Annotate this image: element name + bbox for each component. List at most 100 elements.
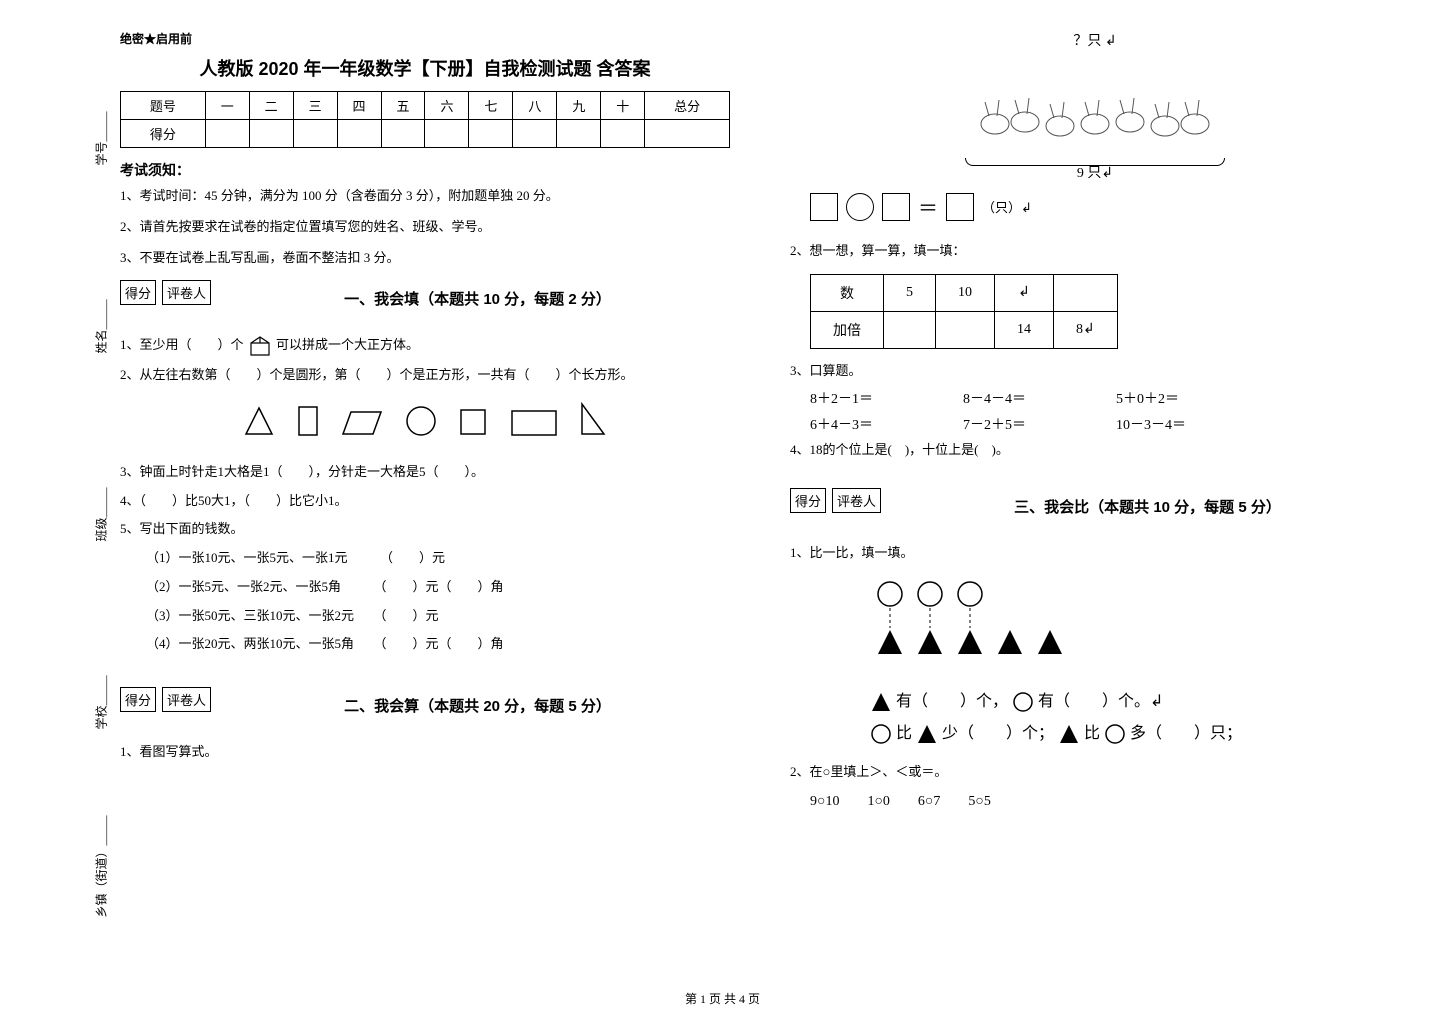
page-content: 绝密★启用前 人教版 2020 年一年级数学【下册】自我检测试题 含答案 题号 … <box>120 30 1420 970</box>
compare-shapes-icon <box>870 574 1130 674</box>
square-icon <box>457 406 489 438</box>
triangle-icon <box>242 404 276 438</box>
blank-square-icon[interactable] <box>882 193 910 221</box>
s2-q1-equation: ＝ （只）↲ <box>810 192 1400 221</box>
cell: 十 <box>601 92 645 120</box>
s1-q2: 2、从左往右数第（ ）个是圆形，第（ ）个是正方形，一共有（ ）个长方形。 <box>120 363 730 388</box>
s3-line2-d: 多（ ）只； <box>1130 725 1242 742</box>
circle-outline-icon <box>870 723 892 745</box>
cube-icon <box>247 333 273 359</box>
cell[interactable] <box>936 311 995 348</box>
rect-tall-icon <box>296 404 320 438</box>
cell: 一 <box>205 92 249 120</box>
calc: 8＋2－1＝ <box>810 387 873 412</box>
cell: 四 <box>337 92 381 120</box>
s2-q1: 1、看图写算式。 <box>120 740 730 765</box>
cell: 总分 <box>645 92 730 120</box>
cell[interactable] <box>249 120 293 148</box>
notice-3: 3、不要在试卷上乱写乱画，卷面不整洁扣 3 分。 <box>120 248 730 269</box>
calc: 5＋0＋2＝ <box>1116 387 1179 412</box>
rabbits-illustration-icon <box>965 54 1225 154</box>
notice-1: 1、考试时间：45 分钟，满分为 100 分（含卷面分 3 分），附加题单独 2… <box>120 186 730 207</box>
compare-shapes <box>870 574 1400 678</box>
circle-outline-icon <box>1012 691 1034 713</box>
cell[interactable] <box>425 120 469 148</box>
binding-label: 姓名_____ <box>93 251 110 353</box>
cell: 14 <box>995 311 1054 348</box>
binding-label: 学号_____ <box>93 63 110 165</box>
s3-line2: 比 少（ ）个； 比 多（ ）只； <box>790 718 1400 750</box>
s3-q2: 2、在○里填上＞、＜或＝。 <box>790 760 1400 785</box>
section1-header: 得分 评卷人 一、我会填（本题共 10 分，每题 2 分） <box>120 280 730 321</box>
cell[interactable] <box>337 120 381 148</box>
cell[interactable] <box>557 120 601 148</box>
cell[interactable] <box>381 120 425 148</box>
page-footer: 第 1 页 共 4 页 <box>0 990 1445 1007</box>
binding-label: 学校_____ <box>93 627 110 729</box>
section3-title: 三、我会比（本题共 10 分，每题 5 分） <box>1014 496 1281 517</box>
s3-line1-b: 有（ ）个。↲ <box>1038 693 1163 710</box>
s1-q5-4: （4）一张20元、两张10元、一张5角 （ ）元（ ）角 <box>120 632 730 657</box>
s2-q3: 3、口算题。 <box>790 359 1400 384</box>
cell[interactable] <box>1054 274 1118 311</box>
cell[interactable] <box>884 311 936 348</box>
triangle-fill-icon <box>1058 723 1080 745</box>
cell[interactable] <box>645 120 730 148</box>
s2-q2: 2、想一想，算一算，填一填： <box>790 239 1400 264</box>
rect-wide-icon <box>509 408 559 438</box>
cell[interactable] <box>469 120 513 148</box>
grade-box-score: 得分 <box>120 280 156 305</box>
triangle-fill-icon <box>916 723 938 745</box>
s2-q1-brace: 9 只↲ <box>790 162 1400 182</box>
section1-title: 一、我会填（本题共 10 分，每题 2 分） <box>344 288 611 309</box>
calc-row-1: 8＋2－1＝ 8－4－4＝ 5＋0＋2＝ <box>790 387 1400 412</box>
s3-line2-a: 比 <box>896 725 912 742</box>
confidential-label: 绝密★启用前 <box>120 30 730 47</box>
s1-q5-2: （2）一张5元、一张2元、一张5角 （ ）元（ ）角 <box>120 575 730 600</box>
cell: 三 <box>293 92 337 120</box>
s3-q1: 1、比一比，填一填。 <box>790 541 1400 566</box>
s1-q4: 4、（ ）比50大1，（ ）比它小1。 <box>120 489 730 514</box>
grade-box-marker: 评卷人 <box>832 488 881 513</box>
equals-sign: ＝ <box>918 192 938 221</box>
section2-header: 得分 评卷人 二、我会算（本题共 20 分，每题 5 分） <box>120 687 730 728</box>
grade-box-marker: 评卷人 <box>162 280 211 305</box>
shapes-row <box>120 400 730 442</box>
blank-circle-icon[interactable] <box>846 193 874 221</box>
s3-line2-c: 比 <box>1084 725 1100 742</box>
binding-label: 乡镇（街道）_____ <box>93 815 110 917</box>
cell: 七 <box>469 92 513 120</box>
cell: 二 <box>249 92 293 120</box>
blank-square-icon[interactable] <box>946 193 974 221</box>
cell: 题号 <box>121 92 206 120</box>
s3-q2-items: 9○10 1○0 6○7 5○5 <box>790 789 1400 816</box>
grade-box-score: 得分 <box>790 488 826 513</box>
s1-q3: 3、钟面上时针走1大格是1（ ），分针走一大格是5（ ）。 <box>120 460 730 485</box>
calc: 6＋4－3＝ <box>810 413 873 438</box>
column-left: 绝密★启用前 人教版 2020 年一年级数学【下册】自我检测试题 含答案 题号 … <box>120 30 740 970</box>
grade-box-marker: 评卷人 <box>162 687 211 712</box>
calc: 8－4－4＝ <box>963 387 1026 412</box>
cell: 六 <box>425 92 469 120</box>
grade-box-score: 得分 <box>120 687 156 712</box>
s3-line1: 有（ ）个， 有（ ）个。↲ <box>790 686 1400 718</box>
s1-q5-1: （1）一张10元、一张5元、一张1元 （ ）元 <box>120 546 730 571</box>
notice-title: 考试须知： <box>120 160 730 180</box>
circle-outline-icon <box>1104 723 1126 745</box>
cell[interactable] <box>205 120 249 148</box>
cell[interactable] <box>601 120 645 148</box>
section3-header: 得分 评卷人 三、我会比（本题共 10 分，每题 5 分） <box>790 488 1400 529</box>
calc-row-2: 6＋4－3＝ 7－2＋5＝ 10－3－4＝ <box>790 413 1400 438</box>
blank-square-icon[interactable] <box>810 193 838 221</box>
cell[interactable] <box>293 120 337 148</box>
cell: 得分 <box>121 120 206 148</box>
cell[interactable] <box>513 120 557 148</box>
cell[interactable]: ↲ <box>995 274 1054 311</box>
s1-q5: 5、写出下面的钱数。 <box>120 517 730 542</box>
main-title: 人教版 2020 年一年级数学【下册】自我检测试题 含答案 <box>120 55 730 81</box>
parallelogram-icon <box>339 408 385 438</box>
s2-q1-eq-suffix: （只）↲ <box>982 197 1032 216</box>
s1-q1-suffix: 可以拼成一个大正方体。 <box>276 337 419 352</box>
s1-q1-text: 1、至少用（ ）个 <box>120 337 244 352</box>
s2-q1-illustration <box>790 54 1400 158</box>
